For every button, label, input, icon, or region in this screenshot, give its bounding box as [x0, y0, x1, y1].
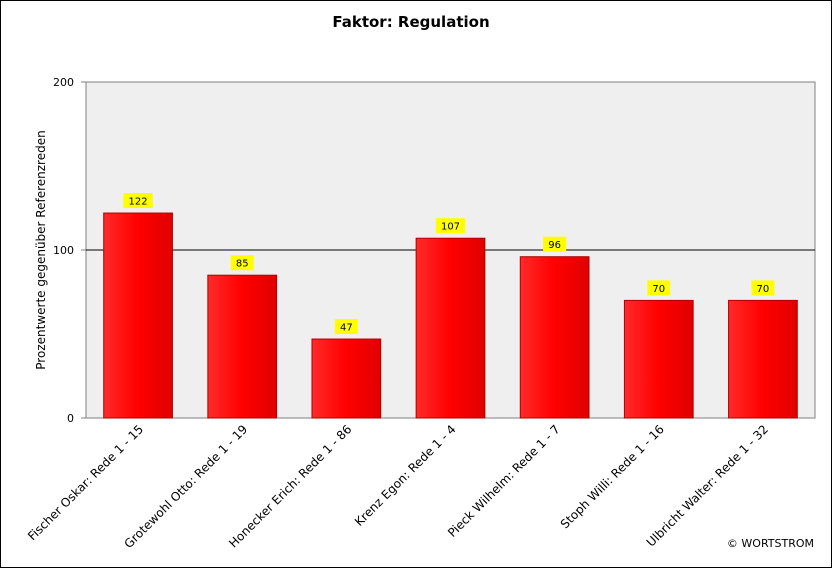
chart-title: Faktor: Regulation	[332, 13, 489, 31]
bar	[415, 237, 486, 419]
bar	[623, 299, 694, 419]
data-label: 85	[236, 259, 249, 270]
x-category-label: Grotewohl Otto: Rede 1 - 19	[121, 422, 250, 551]
data-label: 70	[757, 284, 770, 295]
data-label-background	[123, 193, 153, 209]
data-label-background	[647, 280, 671, 296]
data-label-background	[334, 319, 358, 335]
data-label-background	[435, 218, 466, 234]
copyright-notice: © WORTSTROM	[727, 537, 814, 550]
y-tick-label: 200	[53, 76, 74, 89]
data-label: 122	[129, 197, 148, 208]
y-tick-label: 0	[67, 412, 74, 425]
x-category-label: Krenz Egon: Rede 1 - 4	[352, 422, 459, 529]
x-category-label: Honecker Erich: Rede 1 - 86	[226, 422, 354, 550]
y-tick-label: 100	[53, 244, 74, 257]
data-label-background	[543, 236, 567, 252]
x-category-label: Fischer Oskar: Rede 1 - 15	[25, 422, 146, 543]
bar	[207, 274, 278, 419]
bar	[728, 299, 798, 419]
data-label-background	[751, 280, 775, 296]
data-label: 107	[441, 222, 460, 233]
data-label: 47	[340, 323, 353, 334]
bar	[519, 256, 590, 419]
bar	[311, 338, 382, 419]
data-label: 96	[548, 240, 561, 251]
y-axis-label: Prozentwerte gegenüber Referenzreden	[34, 130, 48, 369]
data-label: 70	[652, 284, 665, 295]
data-labels-group: 122 85 47 107 96 70 70	[123, 193, 775, 335]
x-category-label: Stoph Willi: Rede 1 - 16	[558, 422, 667, 531]
x-category-label: Pieck Wilhelm: Rede 1 - 7	[445, 422, 563, 540]
bar	[103, 212, 173, 419]
bars-group	[103, 212, 798, 419]
y-axis-ticks: 0 100 200	[53, 76, 86, 425]
data-label-background	[230, 255, 254, 271]
x-category-label: Ulbricht Walter: Rede 1 - 32	[644, 422, 771, 549]
